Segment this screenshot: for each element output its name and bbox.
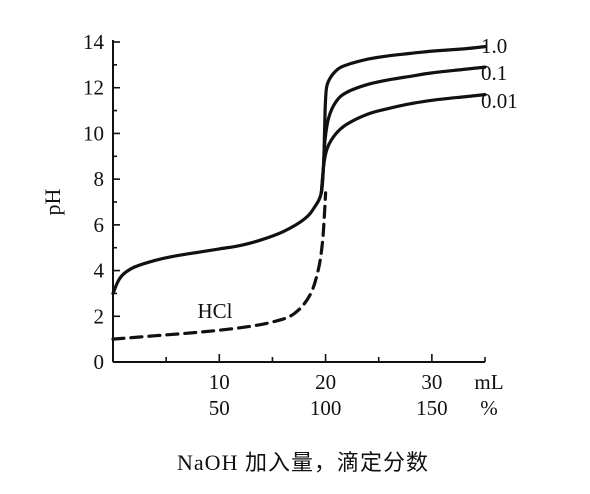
y-tick-label: 6 xyxy=(94,213,105,237)
series-label-1-0: 1.0 xyxy=(481,34,507,58)
x-tick-label-percent: 50 xyxy=(209,396,230,420)
series-label-0-1: 0.1 xyxy=(481,61,507,85)
y-tick-label: 0 xyxy=(94,350,105,374)
x-tick-label-ml: 10 xyxy=(209,370,230,394)
labels: 0 2 4 6 8 10 12 14 10 20 30 50 100 150 mL% pH NaOH 加入量，滴… xyxy=(40,30,518,475)
series-line-0-01 xyxy=(319,93,487,195)
y-tick-label: 10 xyxy=(83,121,104,145)
y-axis-label: pH xyxy=(40,188,65,215)
axes xyxy=(112,40,486,363)
series-line-HCl xyxy=(111,191,328,341)
y-tick-label: 2 xyxy=(94,304,105,328)
x-tick-label-ml: 30 xyxy=(421,370,442,394)
x-tick-label-percent: 100 xyxy=(310,396,342,420)
x-tick-label-ml: 20 xyxy=(315,370,336,394)
series-line-0-1 xyxy=(319,65,487,195)
y-tick-label: 12 xyxy=(83,76,104,100)
curves xyxy=(111,45,487,341)
series-label-HCl: HCl xyxy=(197,299,232,323)
x-tick-label-percent: 150 xyxy=(416,396,448,420)
y-tick-label: 8 xyxy=(94,167,105,191)
series-label-0-01: 0.01 xyxy=(481,89,518,113)
x-axis-label: NaOH 加入量，滴定分数 xyxy=(177,450,429,475)
x-unit-ml: mL xyxy=(474,370,503,394)
x-unit-percent: % xyxy=(480,396,498,420)
series-line-1-0 xyxy=(111,45,487,295)
y-tick-label: 14 xyxy=(83,30,105,54)
y-tick-label: 4 xyxy=(94,259,105,283)
